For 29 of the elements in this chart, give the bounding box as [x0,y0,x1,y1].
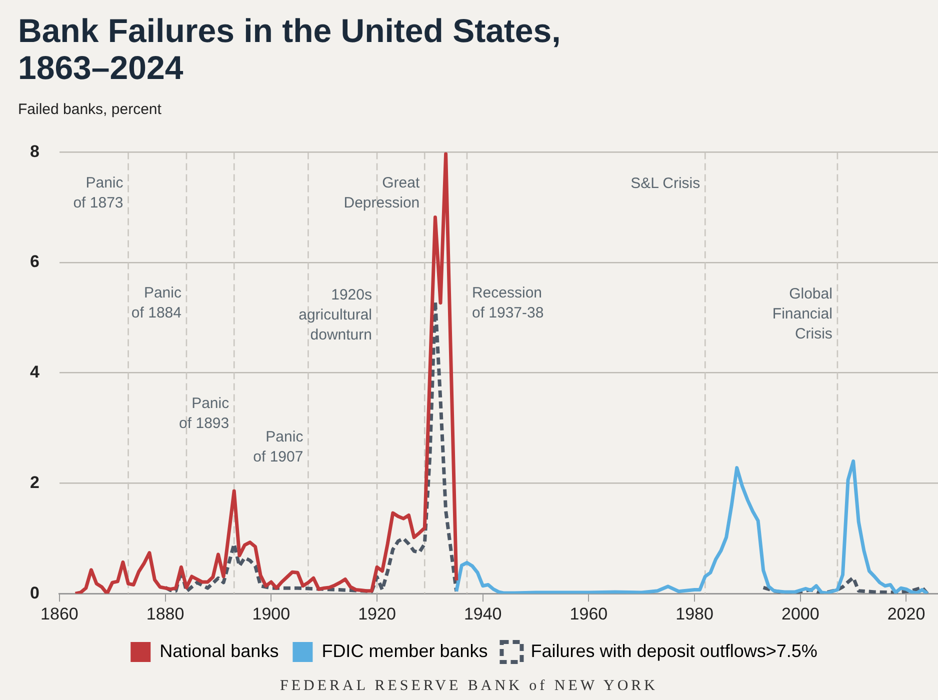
x-tick-label: 1860 [40,604,78,624]
x-tick-label: 1880 [146,604,184,624]
annotation: Panic of 1873 [73,174,124,212]
y-tick-label: 6 [30,252,40,272]
y-axis-title: Failed banks, percent [18,101,162,118]
y-tick-label: 4 [30,362,40,382]
annotation: 1920s agricultural downturn [298,286,372,344]
x-tick-label: 1960 [570,604,608,624]
legend-label: FDIC member banks [322,640,488,661]
x-tick-label: 1940 [464,604,502,624]
x-tick-label: 2000 [781,604,820,624]
annotation: Great Depression [344,174,420,212]
x-tick-label: 1900 [252,604,290,624]
y-tick-label: 8 [30,142,40,161]
annotation: Global Financial Crisis [772,286,832,343]
x-tick-label: 2020 [887,604,926,624]
legend-label: National banks [160,640,279,661]
annotation: Panic of 1907 [253,428,304,466]
annotation: Recession of 1937-38 [472,284,544,322]
y-tick-label: 0 [30,583,40,602]
annotation: Panic of 1893 [179,394,230,432]
annotation: Panic of 1884 [131,284,182,322]
x-tick-label: 1920 [358,604,396,624]
y-tick-label: 2 [30,472,40,492]
text: FEDERAL RESERVE BANK of NEW YORK [279,678,659,695]
chart-title: Bank Failures in the United States, 1863–2024 [18,12,561,86]
annotation: S&L Crisis [630,174,700,192]
legend-label: Failures with deposit outflows>7.5% [530,640,818,661]
x-tick-label: 1980 [676,604,714,624]
